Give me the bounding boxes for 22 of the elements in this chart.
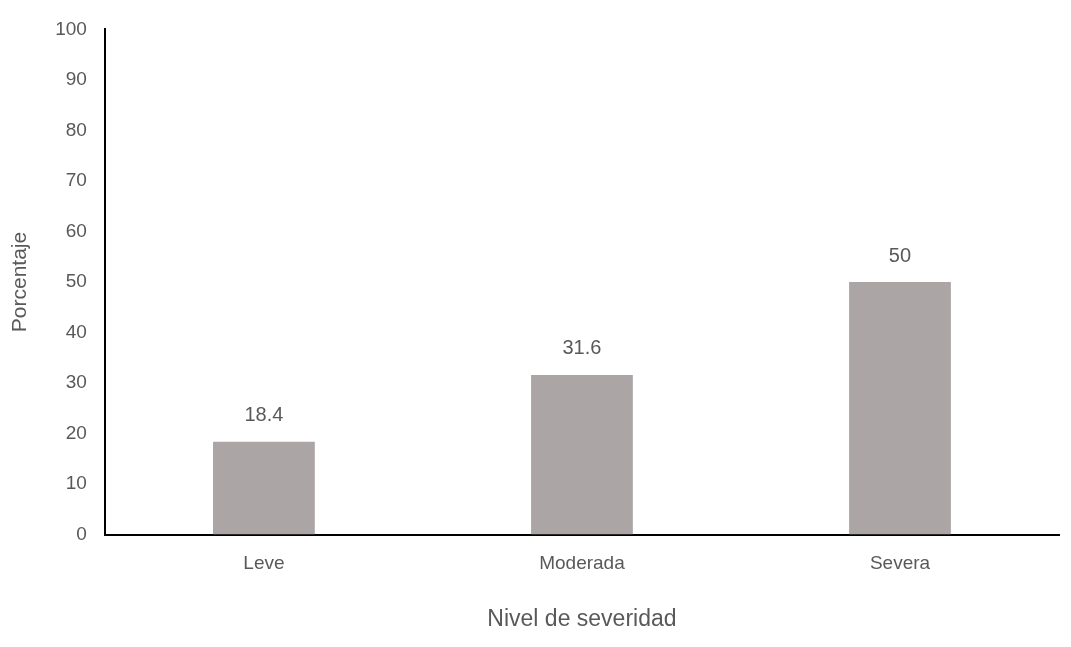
bar bbox=[213, 441, 315, 535]
y-tick-label: 30 bbox=[65, 371, 87, 393]
data-label: 18.4 bbox=[244, 403, 284, 426]
y-tick-label: 80 bbox=[65, 118, 87, 140]
x-tick-label: Severa bbox=[869, 552, 931, 574]
y-axis-title: Porcentaje bbox=[7, 231, 31, 333]
y-tick-label: 40 bbox=[65, 320, 87, 342]
bar bbox=[531, 374, 633, 535]
x-axis-title: Nivel de severidad bbox=[487, 604, 677, 631]
y-tick-label: 70 bbox=[65, 169, 87, 191]
y-tick-label: 60 bbox=[65, 219, 87, 241]
y-tick-label: 90 bbox=[65, 68, 87, 90]
x-tick-label: Leve bbox=[243, 552, 285, 574]
x-tick-label: Moderada bbox=[539, 552, 626, 574]
y-tick-label: 0 bbox=[76, 522, 87, 544]
data-label: 31.6 bbox=[562, 336, 602, 359]
y-tick-label: 100 bbox=[55, 17, 87, 39]
y-tick-label: 10 bbox=[65, 472, 87, 494]
bar bbox=[849, 282, 951, 535]
data-label: 50 bbox=[888, 243, 912, 266]
y-tick-label: 50 bbox=[65, 270, 87, 292]
y-tick-label: 20 bbox=[65, 421, 87, 443]
